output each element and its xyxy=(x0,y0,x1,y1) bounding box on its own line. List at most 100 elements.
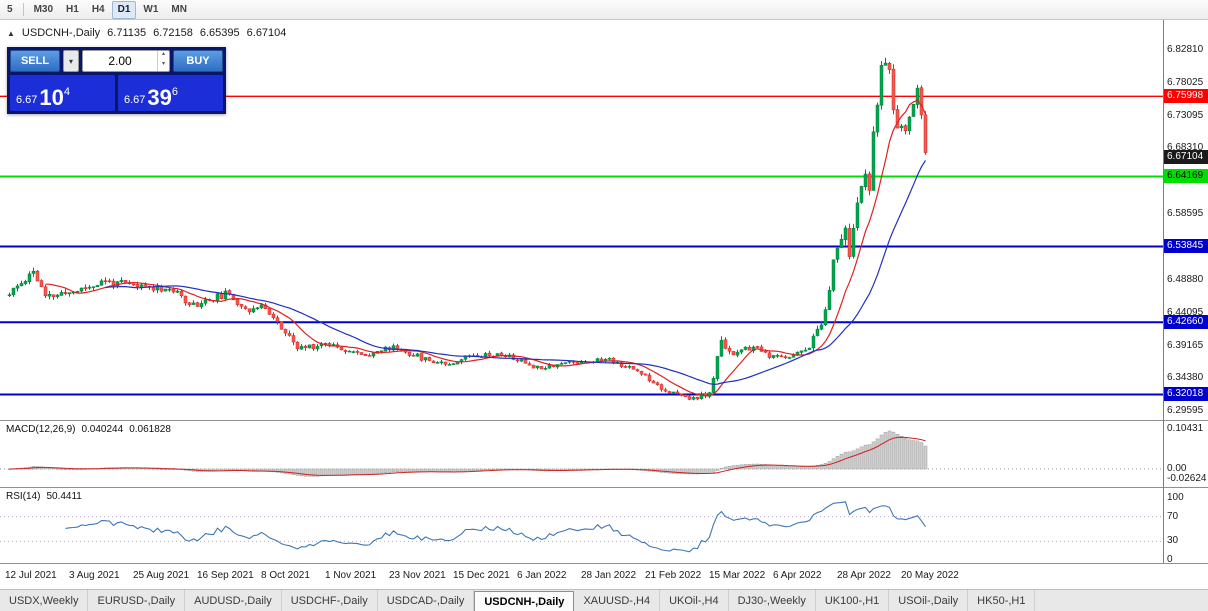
sell-price-base: 6.67 xyxy=(16,94,38,106)
date-label: 6 Apr 2022 xyxy=(773,570,822,581)
volume-preset-dropdown[interactable]: ▾ xyxy=(63,50,79,72)
macd-main-value: 0.040244 xyxy=(81,424,124,435)
date-label: 12 Jul 2021 xyxy=(5,570,57,581)
buy-button[interactable]: BUY xyxy=(173,50,223,72)
rsi-axis-label: 100 xyxy=(1167,492,1184,503)
price-axis-label: 6.58595 xyxy=(1167,208,1204,220)
price-axis-label: 6.34380 xyxy=(1167,372,1204,384)
panel-separator[interactable] xyxy=(0,420,1208,421)
tab-xauusd-h4[interactable]: XAUUSD-,H4 xyxy=(574,590,661,611)
tab-usoil-daily[interactable]: USOil-,Daily xyxy=(889,590,969,611)
price-axis-label: 6.73095 xyxy=(1167,109,1204,121)
rsi-indicator-panel[interactable]: RSI(14) 50.4411 xyxy=(0,488,1163,563)
date-label: 25 Aug 2021 xyxy=(133,570,190,581)
price-level-badge: 6.32018 xyxy=(1164,387,1208,402)
timeframe-m30[interactable]: M30 xyxy=(33,3,54,15)
sell-button[interactable]: SELL xyxy=(10,50,60,72)
timeframe-h1[interactable]: H1 xyxy=(66,3,79,15)
chevron-down-icon: ▾ xyxy=(68,56,73,66)
rsi-axis-label: 70 xyxy=(1167,510,1179,522)
timeframe-d1[interactable]: D1 xyxy=(111,0,137,19)
volume-increment-button[interactable]: ▴ xyxy=(161,51,165,57)
price-axis-label: 6.82810 xyxy=(1167,44,1204,56)
tab-usdcad-daily[interactable]: USDCAD-,Daily xyxy=(378,590,475,611)
rsi-value: 50.4411 xyxy=(46,491,82,502)
tab-usdchf-daily[interactable]: USDCHF-,Daily xyxy=(282,590,378,611)
chart-area[interactable]: ▲ USDCNH-,Daily 6.71135 6.72158 6.65395 … xyxy=(0,20,1163,420)
rsi-chart[interactable] xyxy=(0,488,1163,563)
macd-signal-value: 0.061828 xyxy=(129,424,171,435)
tab-ukoil-h4[interactable]: UKOil-,H4 xyxy=(660,590,729,611)
date-label: 8 Oct 2021 xyxy=(261,570,310,581)
volume-decrement-button[interactable]: ▾ xyxy=(161,61,165,67)
buy-price-pips: 39 xyxy=(147,85,172,110)
date-label: 20 May 2022 xyxy=(901,570,959,581)
ohlc-high: 6.72158 xyxy=(153,27,193,39)
rsi-axis-label: 30 xyxy=(1167,535,1179,547)
buy-price-fraction: 6 xyxy=(171,86,179,98)
date-label: 3 Aug 2021 xyxy=(69,570,120,581)
date-label: 23 Nov 2021 xyxy=(389,570,446,581)
timeframe-mn[interactable]: MN xyxy=(171,3,187,15)
tab-audusd-daily[interactable]: AUDUSD-,Daily xyxy=(185,590,282,611)
price-axis-label: 6.68310 xyxy=(1167,142,1204,154)
timeframe-toolbar: 5 M30 H1 H4 D1 W1 MN xyxy=(0,0,1208,20)
tab-uk100-h1[interactable]: UK100-,H1 xyxy=(816,590,890,611)
ohlc-close: 6.67104 xyxy=(246,27,287,39)
date-axis: 12 Jul 2021 3 Aug 2021 25 Aug 2021 16 Sep 2… xyxy=(0,564,1163,589)
ohlc-open: 6.71135 xyxy=(107,27,147,39)
price-level-badge: 6.64169 xyxy=(1164,169,1208,184)
date-label: 6 Jan 2022 xyxy=(517,570,567,581)
buy-price-base: 6.67 xyxy=(124,94,146,106)
macd-axis-label: 0.10431 xyxy=(1167,423,1204,435)
chart-tabs-bar: USDX,Weekly EURUSD-,Daily AUDUSD-,Daily … xyxy=(0,589,1208,611)
macd-chart[interactable] xyxy=(0,421,1163,487)
macd-axis-label: -0.02624 xyxy=(1167,473,1207,485)
rsi-indicator-label: RSI(14) 50.4411 xyxy=(6,491,82,502)
sell-price-fraction: 4 xyxy=(63,86,71,98)
price-axis-label: 6.48880 xyxy=(1167,274,1204,286)
price-axis-label: 6.39165 xyxy=(1167,340,1204,351)
date-label: 15 Mar 2022 xyxy=(709,570,766,581)
panel-separator[interactable] xyxy=(0,487,1208,488)
date-label: 28 Jan 2022 xyxy=(581,570,637,581)
timeframe-w1[interactable]: W1 xyxy=(143,3,159,15)
volume-control: ▴ ▾ xyxy=(82,50,170,72)
tab-hk50-h1[interactable]: HK50-,H1 xyxy=(968,590,1036,611)
one-click-collapse-icon[interactable]: ▲ xyxy=(7,28,15,38)
current-price-badge: 6.67104 xyxy=(1164,149,1208,164)
date-label: 28 Apr 2022 xyxy=(837,570,891,581)
price-axis-label: 6.29595 xyxy=(1167,404,1204,416)
price-level-badge: 6.75998 xyxy=(1164,89,1208,104)
price-axis-label: 6.44095 xyxy=(1167,306,1204,318)
price-axis-separator xyxy=(1163,20,1164,563)
price-axis-label: 6.78025 xyxy=(1167,76,1204,88)
timeframe-h4[interactable]: H4 xyxy=(91,3,105,15)
price-level-badge: 6.42660 xyxy=(1164,315,1208,330)
sell-price-display[interactable]: 6.67 10 4 xyxy=(10,75,115,111)
tab-dj30-weekly[interactable]: DJ30-,Weekly xyxy=(729,590,816,611)
timeframe-m5[interactable]: 5 xyxy=(7,3,13,15)
ohlc-low: 6.65395 xyxy=(199,27,240,39)
price-axis: 6.828106.780256.730956.683106.635256.585… xyxy=(1164,20,1208,565)
tab-eurusd-daily[interactable]: EURUSD-,Daily xyxy=(88,590,186,611)
toolbar-separator xyxy=(22,3,24,16)
date-label: 21 Feb 2022 xyxy=(645,570,702,581)
macd-axis-label: 0.00 xyxy=(1167,463,1187,474)
date-label: 15 Dec 2021 xyxy=(453,570,510,581)
sell-price-pips: 10 xyxy=(39,85,64,110)
buy-price-display[interactable]: 6.67 39 6 xyxy=(118,75,223,111)
price-level-badge: 6.53845 xyxy=(1164,239,1208,254)
macd-indicator-panel[interactable]: MACD(12,26,9) 0.040244 0.061828 xyxy=(0,421,1163,487)
one-click-trading-panel: SELL ▾ ▴ ▾ BUY 6.67104 6.673 xyxy=(7,47,226,114)
volume-input[interactable] xyxy=(83,51,157,71)
macd-title: MACD(12,26,9) xyxy=(6,424,76,435)
chart-symbol-label: USDCNH-,Daily xyxy=(21,27,101,39)
tab-usdcnh-daily[interactable]: USDCNH-,Daily xyxy=(474,591,575,611)
tab-usdx-weekly[interactable]: USDX,Weekly xyxy=(0,590,89,611)
volume-spinner: ▴ ▾ xyxy=(157,51,169,71)
macd-indicator-label: MACD(12,26,9) 0.040244 0.061828 xyxy=(6,424,171,435)
chart-header: ▲ USDCNH-,Daily 6.71135 6.72158 6.65395 … xyxy=(7,27,286,39)
candlestick-chart[interactable] xyxy=(0,20,1163,420)
